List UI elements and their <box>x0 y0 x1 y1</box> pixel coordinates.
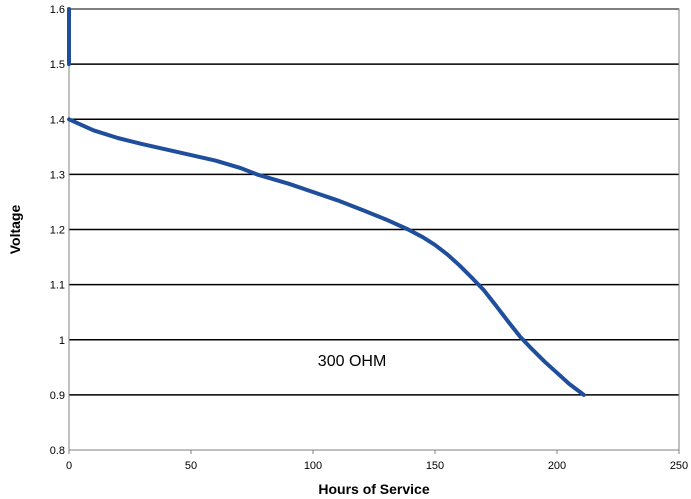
y-axis-title: Voltage <box>7 205 23 255</box>
x-axis-ticks: 0 50 100 150 200 250 <box>66 450 688 472</box>
x-tick-label: 200 <box>548 460 566 472</box>
y-tick-label: 1.2 <box>50 225 65 237</box>
gridlines <box>69 8 679 396</box>
x-tick-label: 0 <box>66 460 72 472</box>
y-tick-label: 0.8 <box>50 445 65 457</box>
y-axis-ticks: 0.8 0.9 1 1.1 1.2 1.3 1.4 1.5 1.6 <box>50 4 65 457</box>
x-tick-label: 150 <box>426 460 444 472</box>
plot-area <box>68 8 680 451</box>
y-tick-label: 1.6 <box>50 4 65 16</box>
y-tick-label: 0.9 <box>50 390 65 402</box>
series-line <box>67 117 586 397</box>
resistance-annotation: 300 OHM <box>318 353 386 370</box>
x-axis-title: Hours of Service <box>318 481 429 497</box>
x-tick-label: 100 <box>304 460 322 472</box>
y-tick-label: 1.3 <box>50 169 65 181</box>
series-layer <box>67 7 586 397</box>
x-tick-label: 50 <box>185 460 197 472</box>
y-tick-label: 1 <box>59 335 65 347</box>
x-tick-label: 250 <box>670 460 688 472</box>
y-tick-label: 1.1 <box>50 280 65 292</box>
y-tick-label: 1.4 <box>50 114 65 126</box>
y-tick-label: 1.5 <box>50 59 65 71</box>
